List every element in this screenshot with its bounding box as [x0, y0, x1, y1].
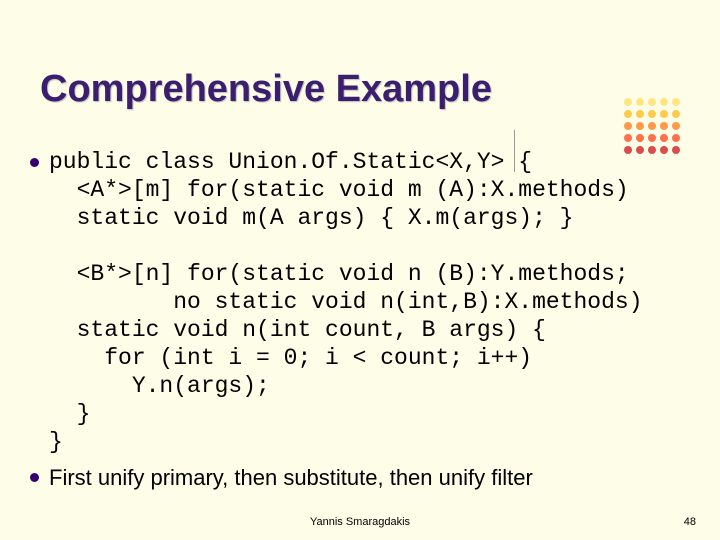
deco-dot [660, 98, 668, 106]
slide: Comprehensive Example public class Union… [0, 0, 720, 540]
deco-dot [624, 134, 632, 142]
deco-dot [648, 110, 656, 118]
bullet-icon [30, 158, 39, 167]
list-item: First unify primary, then substitute, th… [30, 463, 690, 491]
footer-author: Yannis Smaragdakis [0, 516, 720, 528]
deco-dot [660, 122, 668, 130]
deco-dot [648, 122, 656, 130]
deco-dot [660, 110, 668, 118]
code-block: public class Union.Of.Static<X,Y> { <A*>… [49, 148, 643, 457]
deco-dot [624, 110, 632, 118]
deco-dot [672, 98, 680, 106]
slide-title: Comprehensive Example [40, 68, 492, 111]
list-item: public class Union.Of.Static<X,Y> { <A*>… [30, 148, 690, 457]
deco-dot [648, 134, 656, 142]
deco-dot [636, 122, 644, 130]
content-area: public class Union.Of.Static<X,Y> { <A*>… [30, 148, 690, 497]
deco-dot [672, 134, 680, 142]
deco-dot [636, 98, 644, 106]
deco-dot [660, 134, 668, 142]
deco-dot [624, 122, 632, 130]
deco-dot [636, 110, 644, 118]
deco-dot [624, 98, 632, 106]
deco-dot [672, 110, 680, 118]
deco-dot [672, 122, 680, 130]
deco-dot [636, 134, 644, 142]
bullet-icon [30, 473, 39, 482]
sub-text: First unify primary, then substitute, th… [49, 465, 533, 491]
deco-dot [648, 98, 656, 106]
page-number: 48 [684, 516, 696, 528]
